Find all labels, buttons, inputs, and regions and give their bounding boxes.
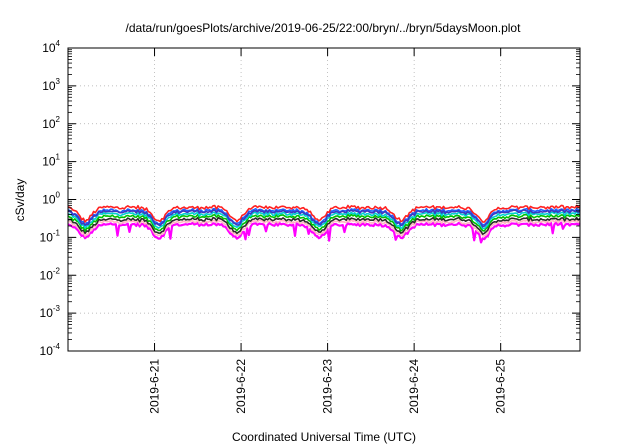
x-tick-label: 2019-6-21 (148, 359, 162, 414)
x-tick-label: 2019-6-22 (234, 359, 248, 414)
series-line (67, 204, 581, 223)
y-axis-ticks: 104 103 102 101 100 10-1 10-2 10-3 10-4 (40, 39, 580, 358)
series-line (67, 221, 581, 244)
y-tick-label: 10-4 (40, 342, 61, 358)
y-tick-label: 100 (42, 191, 60, 207)
y-tick-label: 10-1 (40, 228, 61, 244)
y-tick-label: 10-2 (40, 266, 61, 282)
y-tick-label: 103 (42, 77, 60, 93)
y-axis-label: cSv/day (13, 179, 27, 222)
x-tick-label: 2019-6-23 (321, 359, 335, 414)
y-tick-label: 104 (42, 39, 60, 55)
chart-title: /data/run/goesPlots/archive/2019-06-25/2… (126, 21, 522, 35)
x-tick-label: 2019-6-24 (407, 359, 421, 414)
x-axis-label: Coordinated Universal Time (UTC) (232, 430, 416, 444)
grid-lines (68, 48, 580, 351)
series-line (67, 218, 581, 237)
x-tick-label: 2019-6-25 (494, 359, 508, 414)
series-line (67, 208, 581, 228)
series-line (67, 211, 581, 230)
series-line (67, 213, 581, 232)
series-layer (67, 204, 581, 244)
y-tick-label: 101 (42, 153, 60, 169)
series-line (67, 216, 581, 235)
x-axis-ticks: 2019-6-21 2019-6-22 2019-6-23 2019-6-24 2019… (148, 48, 508, 414)
y-tick-label: 10-3 (40, 304, 61, 320)
y-tick-label: 102 (42, 115, 60, 131)
